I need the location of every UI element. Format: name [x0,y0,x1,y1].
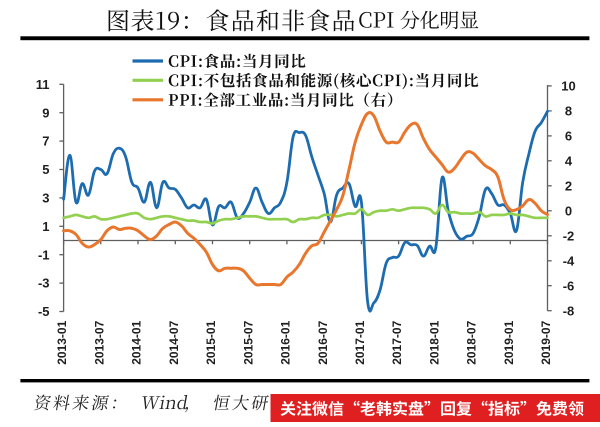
svg-text:2014-07: 2014-07 [167,320,181,364]
svg-text:2013-07: 2013-07 [92,320,106,364]
svg-text:2019-01: 2019-01 [502,320,516,364]
svg-text:5: 5 [42,162,49,177]
svg-text:-5: -5 [38,304,50,319]
svg-text:2019-07: 2019-07 [539,320,553,364]
svg-text:10: 10 [561,79,575,94]
svg-text:-3: -3 [38,276,50,291]
svg-text:0: 0 [565,203,572,218]
svg-text:2013-01: 2013-01 [55,320,69,364]
svg-text:3: 3 [42,191,49,206]
svg-text:2016-01: 2016-01 [279,320,293,364]
svg-text:-1: -1 [38,247,50,262]
svg-text:-4: -4 [563,253,575,268]
svg-text:-2: -2 [563,228,575,243]
svg-text:2017-01: 2017-01 [353,320,367,364]
svg-text:4: 4 [565,153,573,168]
svg-text:2: 2 [565,178,572,193]
svg-text:6: 6 [565,129,572,144]
svg-text:2017-07: 2017-07 [390,320,404,364]
svg-text:2016-07: 2016-07 [316,320,330,364]
svg-text:7: 7 [42,134,49,149]
svg-text:2018-01: 2018-01 [427,320,441,364]
svg-text:9: 9 [42,105,49,120]
svg-text:-6: -6 [563,278,575,293]
svg-text:2015-01: 2015-01 [204,320,218,364]
svg-text:1: 1 [42,219,49,234]
svg-text:11: 11 [36,77,50,92]
svg-text:2014-01: 2014-01 [130,320,144,364]
svg-text:-8: -8 [563,303,575,318]
svg-text:8: 8 [565,104,572,119]
svg-text:2015-07: 2015-07 [241,320,255,364]
svg-text:2018-07: 2018-07 [465,320,479,364]
